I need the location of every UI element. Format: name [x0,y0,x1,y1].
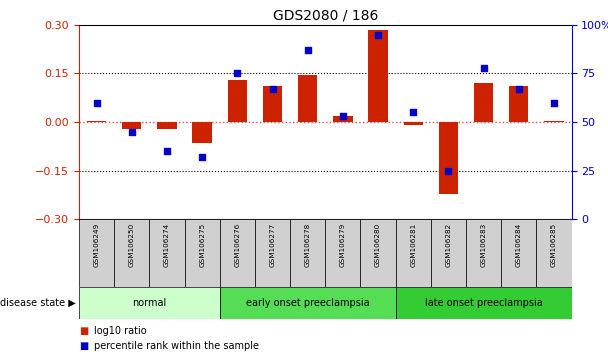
Text: disease state ▶: disease state ▶ [0,298,76,308]
Bar [219,219,255,287]
Bar [193,122,212,143]
Text: normal: normal [133,298,167,308]
Bar [122,122,142,129]
Point [443,168,453,173]
Text: GSM106278: GSM106278 [305,223,311,267]
Text: log10 ratio: log10 ratio [94,326,147,336]
Point [373,32,383,37]
Text: GSM106249: GSM106249 [94,223,100,267]
Point [232,70,242,76]
Bar [536,219,572,287]
Point [127,129,137,135]
Text: GSM106282: GSM106282 [446,223,451,267]
Bar [114,219,150,287]
Bar [509,86,528,122]
Text: percentile rank within the sample: percentile rank within the sample [94,341,259,351]
Bar [325,219,361,287]
Bar [396,287,572,319]
Point [514,86,523,92]
Bar [79,287,219,319]
Text: GSM106281: GSM106281 [410,223,416,267]
Text: GSM106279: GSM106279 [340,223,346,267]
Bar [219,287,396,319]
Bar [263,86,282,122]
Point [338,113,348,119]
Bar [227,80,247,122]
Bar [79,219,114,287]
Bar [544,120,564,122]
Point [268,86,277,92]
Text: GSM106275: GSM106275 [199,223,205,267]
Bar [157,122,177,129]
Text: GSM106250: GSM106250 [129,223,135,267]
Text: GSM106274: GSM106274 [164,223,170,267]
Text: GSM106280: GSM106280 [375,223,381,267]
Point [303,47,313,53]
Bar [333,116,353,122]
Text: GSM106285: GSM106285 [551,223,557,267]
Bar [290,219,325,287]
Text: ■: ■ [79,341,88,351]
Text: early onset preeclampsia: early onset preeclampsia [246,298,370,308]
Text: late onset preeclampsia: late onset preeclampsia [425,298,542,308]
Bar [185,219,219,287]
Bar [255,219,290,287]
Point [409,110,418,115]
Bar [298,75,317,122]
Point [197,154,207,160]
Text: GSM106276: GSM106276 [234,223,240,267]
Bar [150,219,185,287]
Bar [87,120,106,122]
Point [478,65,488,70]
Text: GSM106277: GSM106277 [269,223,275,267]
Point [549,100,559,105]
Bar [404,122,423,125]
Text: GSM106283: GSM106283 [480,223,486,267]
Point [162,149,172,154]
Text: GSM106284: GSM106284 [516,223,522,267]
Bar [361,219,396,287]
Bar [439,122,458,194]
Text: ■: ■ [79,326,88,336]
Point [92,100,102,105]
Bar [396,219,431,287]
Title: GDS2080 / 186: GDS2080 / 186 [272,8,378,22]
Bar [368,30,388,122]
Bar [431,219,466,287]
Bar [501,219,536,287]
Bar [474,83,493,122]
Bar [466,219,501,287]
